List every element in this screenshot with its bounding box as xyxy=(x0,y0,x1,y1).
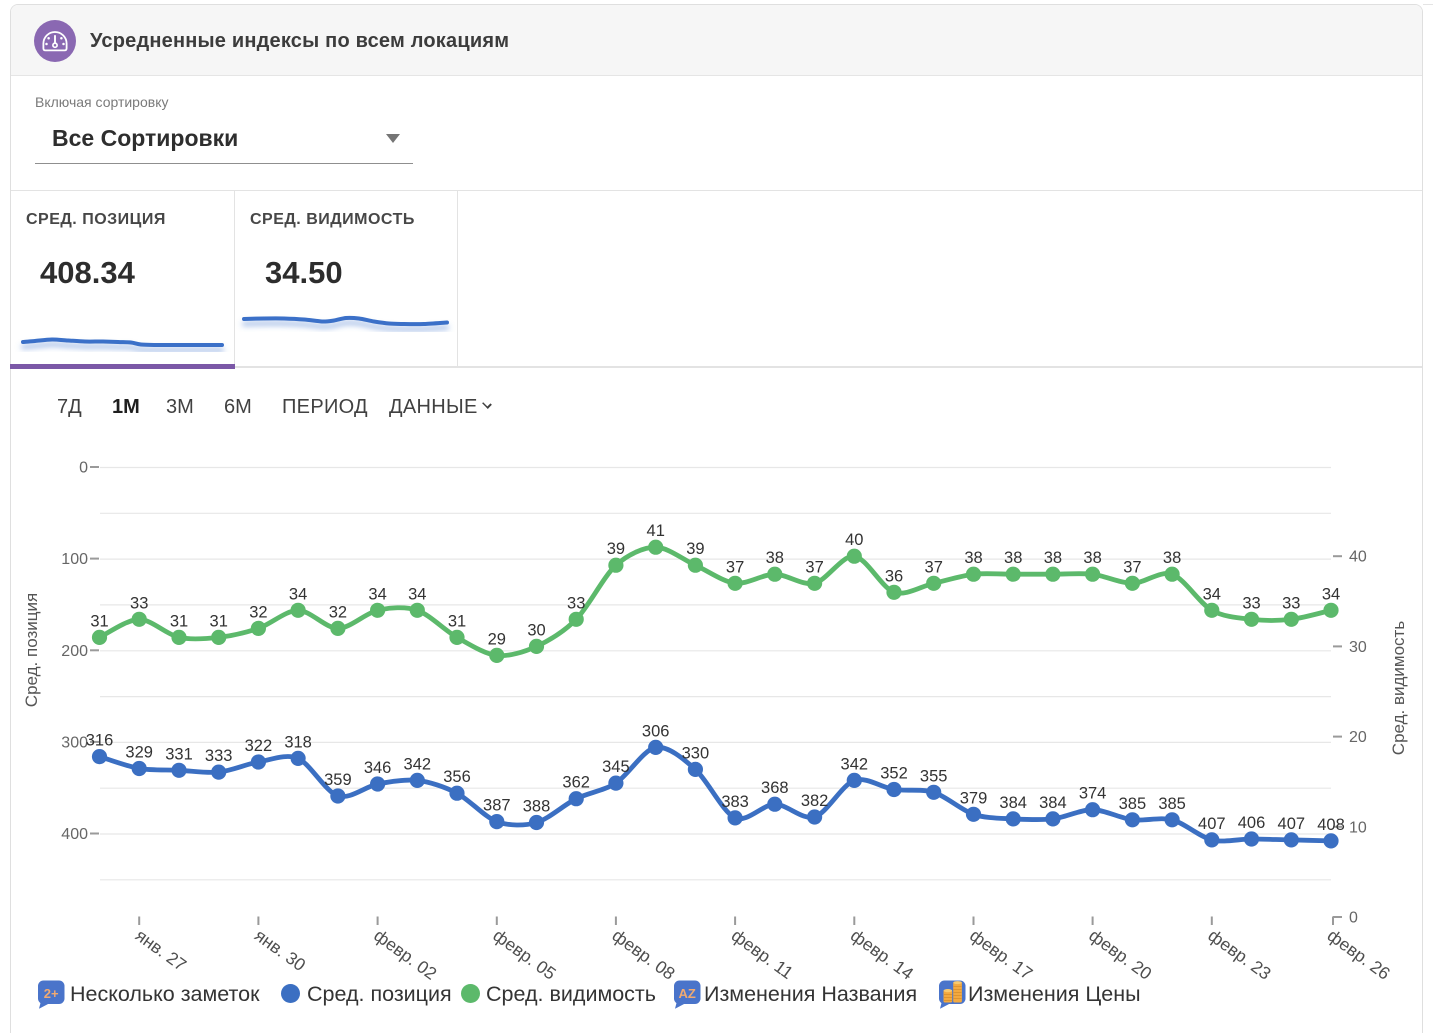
svg-text:384: 384 xyxy=(1039,794,1067,812)
svg-text:33: 33 xyxy=(1242,594,1260,612)
svg-text:36: 36 xyxy=(885,567,903,585)
svg-text:39: 39 xyxy=(686,540,704,558)
svg-text:февр. 20: февр. 20 xyxy=(1085,925,1156,984)
svg-text:345: 345 xyxy=(602,758,630,776)
svg-text:31: 31 xyxy=(170,612,188,630)
svg-text:34: 34 xyxy=(1322,585,1340,603)
svg-text:329: 329 xyxy=(125,744,153,762)
svg-text:39: 39 xyxy=(607,540,625,558)
svg-text:37: 37 xyxy=(726,558,744,576)
svg-text:февр. 11: февр. 11 xyxy=(728,925,797,983)
svg-text:331: 331 xyxy=(165,745,193,763)
svg-text:342: 342 xyxy=(841,755,869,773)
svg-text:356: 356 xyxy=(443,768,471,786)
svg-text:38: 38 xyxy=(1163,549,1181,567)
svg-text:янв. 30: янв. 30 xyxy=(251,925,310,975)
svg-text:0: 0 xyxy=(79,460,88,477)
svg-text:37: 37 xyxy=(1123,558,1141,576)
svg-text:янв. 27: янв. 27 xyxy=(132,925,190,975)
svg-text:382: 382 xyxy=(801,792,829,810)
svg-text:368: 368 xyxy=(761,779,789,797)
svg-text:2+: 2+ xyxy=(44,986,59,1001)
svg-text:38: 38 xyxy=(1044,549,1062,567)
svg-text:406: 406 xyxy=(1238,814,1266,832)
svg-text:февр. 17: февр. 17 xyxy=(966,925,1036,984)
svg-text:33: 33 xyxy=(1282,594,1300,612)
svg-text:20: 20 xyxy=(1349,729,1367,746)
svg-text:41: 41 xyxy=(647,522,665,540)
svg-text:февр. 02: февр. 02 xyxy=(370,925,440,984)
svg-text:32: 32 xyxy=(249,603,267,621)
svg-text:Сред. видимость: Сред. видимость xyxy=(1389,621,1408,756)
svg-text:407: 407 xyxy=(1278,815,1306,833)
svg-text:0: 0 xyxy=(1349,910,1358,927)
svg-text:408: 408 xyxy=(1317,816,1345,834)
svg-text:31: 31 xyxy=(90,612,108,630)
svg-text:100: 100 xyxy=(61,551,88,568)
svg-text:200: 200 xyxy=(61,643,88,660)
svg-text:359: 359 xyxy=(324,771,352,789)
svg-text:37: 37 xyxy=(925,558,943,576)
svg-text:40: 40 xyxy=(1349,549,1367,566)
svg-text:384: 384 xyxy=(999,794,1027,812)
svg-text:31: 31 xyxy=(210,612,228,630)
svg-text:30: 30 xyxy=(527,621,545,639)
svg-text:37: 37 xyxy=(805,558,823,576)
svg-text:30: 30 xyxy=(1349,639,1367,656)
svg-text:333: 333 xyxy=(205,747,233,765)
svg-text:316: 316 xyxy=(86,732,114,750)
svg-text:400: 400 xyxy=(61,826,88,843)
svg-text:387: 387 xyxy=(483,797,511,815)
svg-text:февр. 26: февр. 26 xyxy=(1324,925,1394,984)
svg-text:385: 385 xyxy=(1158,795,1186,813)
svg-text:34: 34 xyxy=(368,585,386,603)
svg-text:38: 38 xyxy=(964,549,982,567)
svg-text:34: 34 xyxy=(408,585,426,603)
svg-text:38: 38 xyxy=(1083,549,1101,567)
svg-text:33: 33 xyxy=(130,594,148,612)
svg-text:40: 40 xyxy=(845,531,863,549)
svg-text:32: 32 xyxy=(329,603,347,621)
svg-text:342: 342 xyxy=(404,755,432,773)
svg-text:февр. 05: февр. 05 xyxy=(489,925,559,984)
svg-text:407: 407 xyxy=(1198,815,1226,833)
svg-text:29: 29 xyxy=(488,630,506,648)
svg-text:352: 352 xyxy=(880,765,908,783)
svg-text:Сред. позиция: Сред. позиция xyxy=(22,593,41,707)
svg-text:388: 388 xyxy=(523,798,551,816)
svg-text:31: 31 xyxy=(448,612,466,630)
svg-text:330: 330 xyxy=(682,744,710,762)
svg-text:10: 10 xyxy=(1349,819,1367,836)
svg-text:AZ: AZ xyxy=(679,986,696,1001)
svg-text:383: 383 xyxy=(721,793,749,811)
svg-text:362: 362 xyxy=(562,774,590,792)
svg-text:февр. 23: февр. 23 xyxy=(1204,925,1274,984)
svg-text:385: 385 xyxy=(1119,795,1147,813)
svg-text:февр. 08: февр. 08 xyxy=(609,925,679,984)
svg-text:февр. 14: февр. 14 xyxy=(847,925,918,984)
svg-text:38: 38 xyxy=(1004,549,1022,567)
svg-text:355: 355 xyxy=(920,767,948,785)
svg-text:34: 34 xyxy=(1203,585,1221,603)
svg-text:374: 374 xyxy=(1079,785,1107,803)
svg-text:38: 38 xyxy=(766,549,784,567)
svg-text:322: 322 xyxy=(245,737,273,755)
svg-text:34: 34 xyxy=(289,585,307,603)
svg-text:379: 379 xyxy=(960,789,988,807)
svg-text:300: 300 xyxy=(61,734,88,751)
svg-text:306: 306 xyxy=(642,722,670,740)
svg-text:346: 346 xyxy=(364,759,392,777)
svg-text:318: 318 xyxy=(284,733,312,751)
svg-text:33: 33 xyxy=(567,594,585,612)
